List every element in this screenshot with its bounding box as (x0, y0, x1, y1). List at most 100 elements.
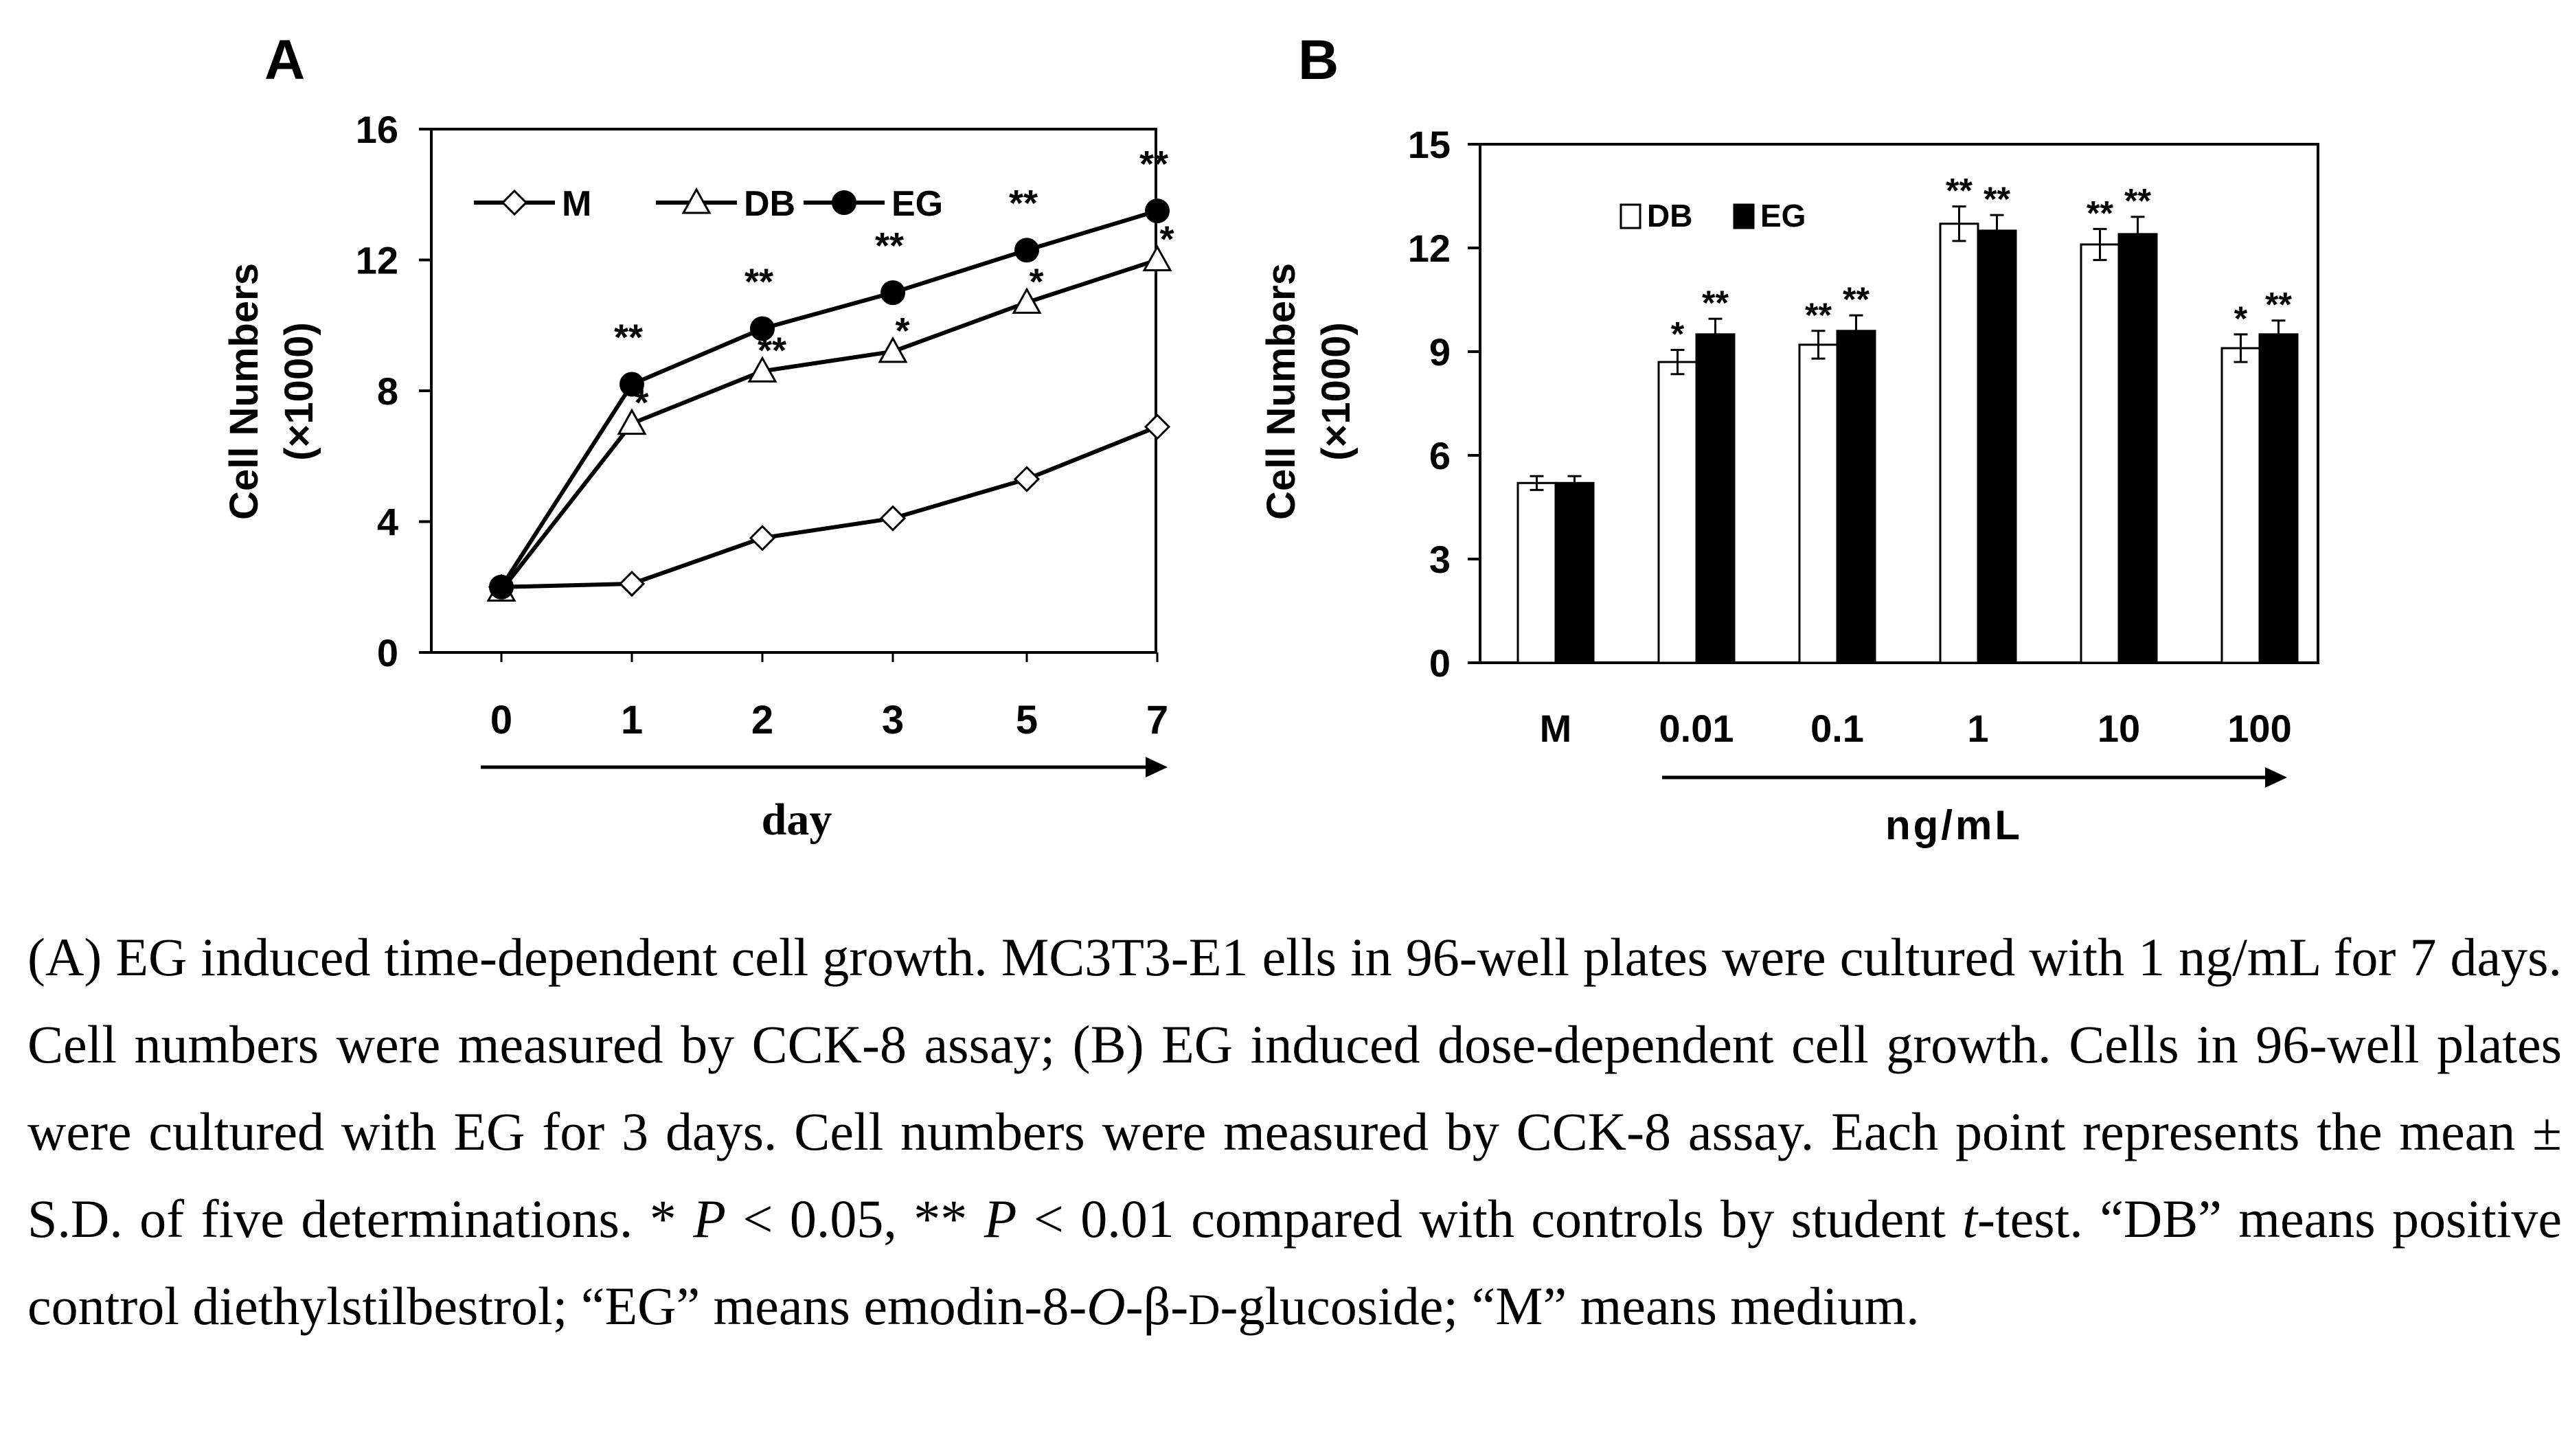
panel-a-y-tick-label: 16 (356, 108, 398, 151)
panel-b-significance-label: ** (1805, 296, 1832, 334)
panel-a-x-tick-label: 2 (751, 698, 773, 742)
panel-a-legend-item-db: DB (656, 184, 795, 224)
panel-a-y-tick-label: 8 (377, 369, 398, 413)
panel-a-point-eg (1014, 238, 1039, 263)
panel-a-point-eg (880, 280, 905, 306)
caption-text-2: < 0.05, ** (725, 1189, 984, 1249)
panel-b-x-tick-label: M (1540, 707, 1572, 750)
panel-a-point-m (1013, 466, 1041, 492)
panel-a-x-tick-label: 7 (1146, 698, 1168, 742)
panel-a-legend-marker (501, 189, 528, 216)
panel-b-bar-eg (2258, 333, 2299, 664)
panel-b-x-tick-label: 10 (2098, 707, 2140, 750)
figure-caption: (A) EG induced time-dependent cell growt… (27, 913, 2562, 1353)
panel-b-significance-label: ** (2265, 286, 2292, 324)
panel-a-legend-marker (681, 187, 712, 214)
panel-b-x-tick-label: 0.01 (1659, 707, 1734, 750)
panel-b-y-tick-label: 9 (1429, 330, 1451, 374)
panel-b-bar-db (2080, 243, 2120, 664)
panel-b-legend-item-db: DB (1620, 198, 1692, 234)
panel-b-bar-eg (1836, 330, 1876, 664)
panel-a-point-m (1144, 413, 1171, 440)
panel-a-legend-item-eg: EG (804, 184, 943, 224)
caption-text-3: < 0.01 compared with controls by student (1016, 1189, 1963, 1249)
panel-b-bar-eg (1977, 229, 2017, 664)
panel-b-bar-eg (2117, 233, 2158, 664)
panel-b-bar-group-db (1516, 475, 1557, 664)
caption-p-italic-2: P (984, 1189, 1017, 1249)
panel-a-point-db (878, 336, 908, 363)
panel-b-legend-label: DB (1647, 198, 1692, 234)
panel-b-x-tick-label: 0.1 (1810, 707, 1864, 750)
panel-b-significance-label: * (1671, 315, 1685, 353)
caption-text-5: -β- (1125, 1276, 1189, 1336)
panel-a-significance-label: ** (614, 317, 643, 358)
panel-b-bar-db (1798, 343, 1839, 664)
panel-b-y-tick-label: 6 (1429, 434, 1451, 477)
panel-b-bar-group-db: * (1657, 315, 1698, 664)
panel-b-bar-group-eg: ** (2258, 286, 2299, 664)
panel-a-point-db (1142, 244, 1172, 271)
panel-a-legend-item-m: M (474, 184, 591, 224)
panel-a-significance-label: ** (875, 225, 904, 266)
panel-a-x-tick-label: 0 (490, 698, 512, 742)
panel-a-legend-label: M (562, 184, 591, 224)
panel-a-point-db (1012, 287, 1042, 314)
panel-b-bar-db (1657, 361, 1698, 664)
panel-b-y-tick-label: 3 (1429, 538, 1451, 581)
panel-b-bar-group-eg: ** (1977, 180, 2017, 664)
panel-b-bar-db (1516, 481, 1557, 664)
panel-b-significance-label: ** (1702, 284, 1729, 322)
panel-a-significance-label: ** (745, 262, 773, 303)
panel-b-label: B (1298, 29, 1339, 91)
panel-b-significance-label: ** (1843, 280, 1870, 319)
panel-b-y-tick-label: 12 (1408, 227, 1451, 270)
panel-a-point-eg (620, 372, 644, 397)
panel-a-legend-label: EG (891, 184, 943, 224)
panel-a-y-axis-unit: (×1000) (277, 322, 321, 461)
panel-b-plot-frame (1479, 143, 2319, 664)
panel-a-x-tick-label: 5 (1016, 698, 1038, 742)
panel-b-significance-label: ** (2087, 194, 2113, 232)
panel-a-point-eg (750, 316, 775, 341)
panel-a-significance-label: * (895, 310, 909, 352)
panel-b-bar-group-db: * (2220, 299, 2261, 664)
panel-b-bar-group-eg: ** (2117, 182, 2158, 664)
panel-b-y-tick-label: 15 (1408, 123, 1451, 166)
panel-b-bar-group-db: ** (1798, 296, 1839, 664)
panel-a-significance-label: ** (1139, 144, 1168, 185)
panel-b-bar-eg (1554, 481, 1595, 664)
panel-b-bar-db (2220, 347, 2261, 664)
panel-b-y-tick-label: 0 (1429, 641, 1451, 685)
panel-b-bar-eg (1695, 333, 1736, 664)
panel-a-x-tick-label: 3 (882, 698, 904, 742)
panel-b-x-axis-title: ng/mL (1885, 802, 2023, 848)
panel-a-y-axis-title: Cell Numbers (222, 263, 266, 520)
panel-a-point-m (618, 570, 646, 598)
panel-b-x-tick-label: 100 (2227, 707, 2291, 750)
panel-a-point-eg (1145, 198, 1170, 224)
panel-b-legend-label: EG (1760, 198, 1806, 234)
panel-b-significance-label: * (2234, 299, 2248, 338)
panel-b-significance-label: ** (2124, 182, 2151, 220)
caption-text-4: -test. “DB” means positive control dieth… (27, 1189, 2563, 1336)
panel-a-legend-label: DB (744, 184, 795, 224)
caption-d-smallcaps: D (1188, 1285, 1220, 1334)
panel-a-series-m (488, 413, 1171, 600)
panel-a-series-eg: ********** (489, 144, 1170, 600)
panel-a-y-tick-label: 4 (377, 501, 398, 544)
panel-a-x-axis-title: day (762, 795, 832, 845)
panel-b-x-arrowhead (2265, 767, 2287, 788)
panel-a-point-m (879, 505, 907, 532)
panel-b-bar-group-eg: ** (1695, 284, 1736, 664)
panel-a-label: A (264, 29, 305, 91)
panel-a-legend-marker (832, 190, 856, 215)
panel-a-series-line-m (501, 424, 1159, 589)
panel-b-y-axis-unit: (×1000) (1314, 322, 1359, 461)
panel-a-point-m (749, 525, 776, 551)
panel-a-point-eg (489, 574, 514, 600)
panel-a-x-tick-label: 1 (621, 698, 643, 742)
panel-a-significance-label: * (1029, 261, 1043, 302)
